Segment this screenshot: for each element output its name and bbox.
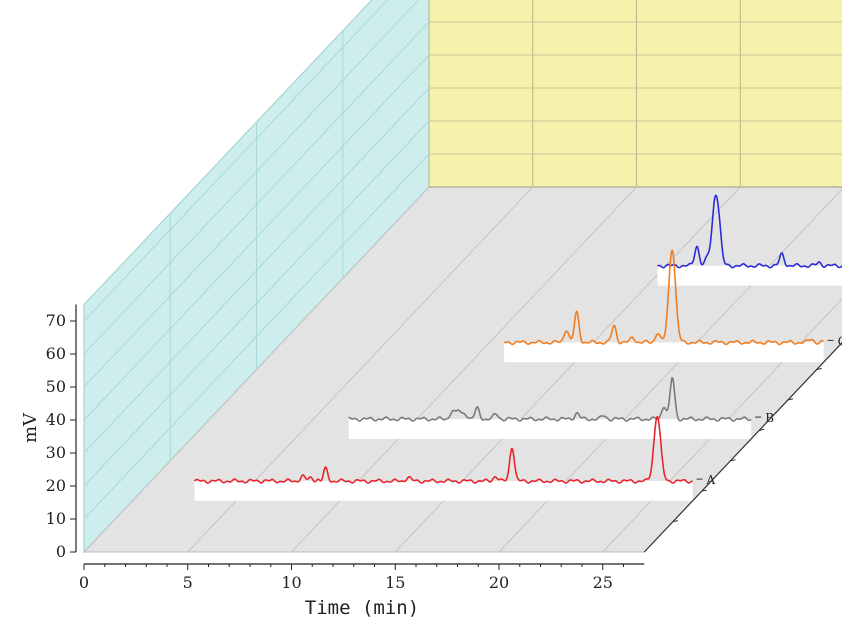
x-tick-label: 20 xyxy=(489,573,509,592)
x-tick-label: 0 xyxy=(79,573,89,592)
y-tick-label: 40 xyxy=(46,410,66,429)
series-baseline-strip xyxy=(349,419,752,439)
y-tick-label: 60 xyxy=(46,344,66,363)
x-tick-label: 25 xyxy=(593,573,613,592)
y-axis-title: mV xyxy=(20,412,41,443)
x-tick-label: 15 xyxy=(385,573,405,592)
series-baseline-strip xyxy=(504,342,823,362)
y-tick-label: 20 xyxy=(46,476,66,495)
series-baseline-strip xyxy=(658,266,842,286)
back-wall xyxy=(429,0,842,187)
x-axis-title: Time (min) xyxy=(305,597,419,619)
y-tick-label: 10 xyxy=(46,509,66,528)
y-tick-label: 30 xyxy=(46,443,66,462)
y-tick-label: 0 xyxy=(56,542,66,561)
x-tick-label: 10 xyxy=(281,573,301,592)
series-baseline-strip xyxy=(195,481,693,501)
x-tick-label: 5 xyxy=(183,573,193,592)
y-tick-label: 70 xyxy=(46,311,66,330)
y-tick-label: 50 xyxy=(46,377,66,396)
